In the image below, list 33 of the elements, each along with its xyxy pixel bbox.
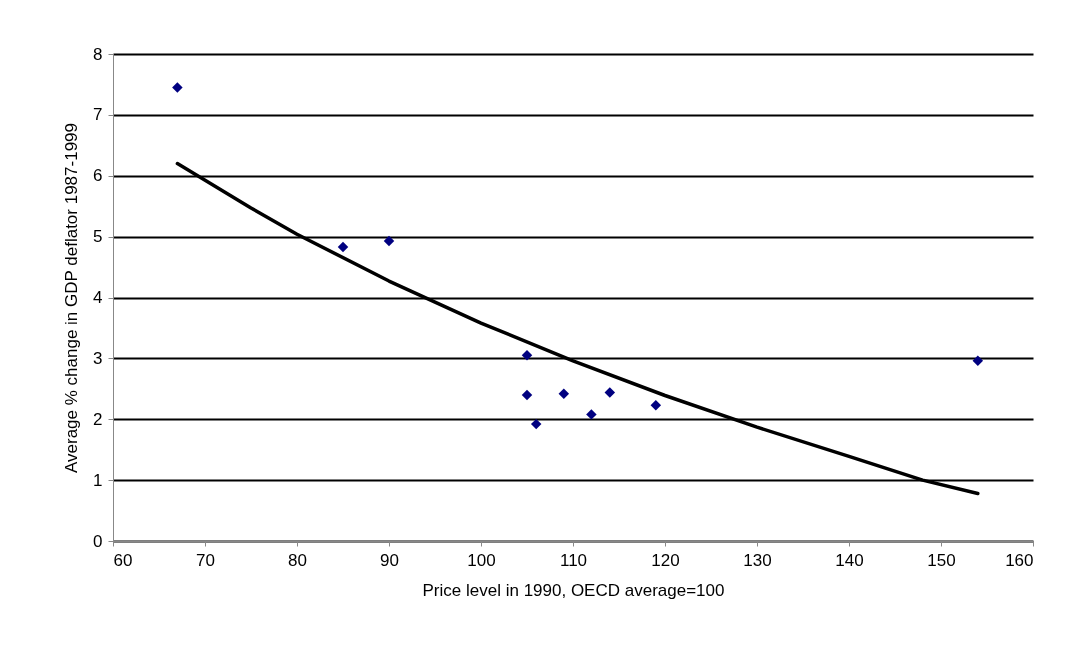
point <box>530 418 542 430</box>
y-tick-label: 4 <box>93 288 103 307</box>
x-axis-title: Price level in 1990, OECD average=100 <box>422 580 725 600</box>
point <box>521 350 533 361</box>
x-tick-label: 130 <box>743 550 772 570</box>
y-tick-label: 7 <box>93 105 103 125</box>
x-tick-label: 90 <box>380 550 399 570</box>
y-tick-label: 6 <box>93 166 103 186</box>
point <box>972 355 984 367</box>
x-tick-label: 110 <box>559 550 588 570</box>
x-tick-label: 70 <box>196 550 215 570</box>
point <box>383 235 395 247</box>
point <box>521 389 533 401</box>
point <box>604 387 616 398</box>
x-tick-label: 60 <box>113 550 133 570</box>
x-tick-label: 120 <box>651 550 680 570</box>
y-axis-title: Average % change in GDP deflator 1987-1999 <box>62 122 82 474</box>
point <box>586 409 597 420</box>
x-tick-label: 80 <box>288 550 307 570</box>
y-tick-label: 5 <box>93 227 103 247</box>
x-tick-label: 140 <box>835 550 864 570</box>
x-tick-label: 150 <box>927 550 956 570</box>
point <box>172 82 183 93</box>
point <box>337 241 349 253</box>
point <box>650 400 662 411</box>
y-tick-label: 0 <box>93 531 103 551</box>
x-tick-label: 100 <box>467 550 496 570</box>
y-tick-label: 1 <box>93 470 103 490</box>
y-tick-label: 2 <box>93 409 103 429</box>
x-tick-label: 160 <box>1005 550 1034 570</box>
y-tick-label: 8 <box>93 44 103 64</box>
point <box>558 388 570 399</box>
y-tick-label: 3 <box>93 348 103 368</box>
